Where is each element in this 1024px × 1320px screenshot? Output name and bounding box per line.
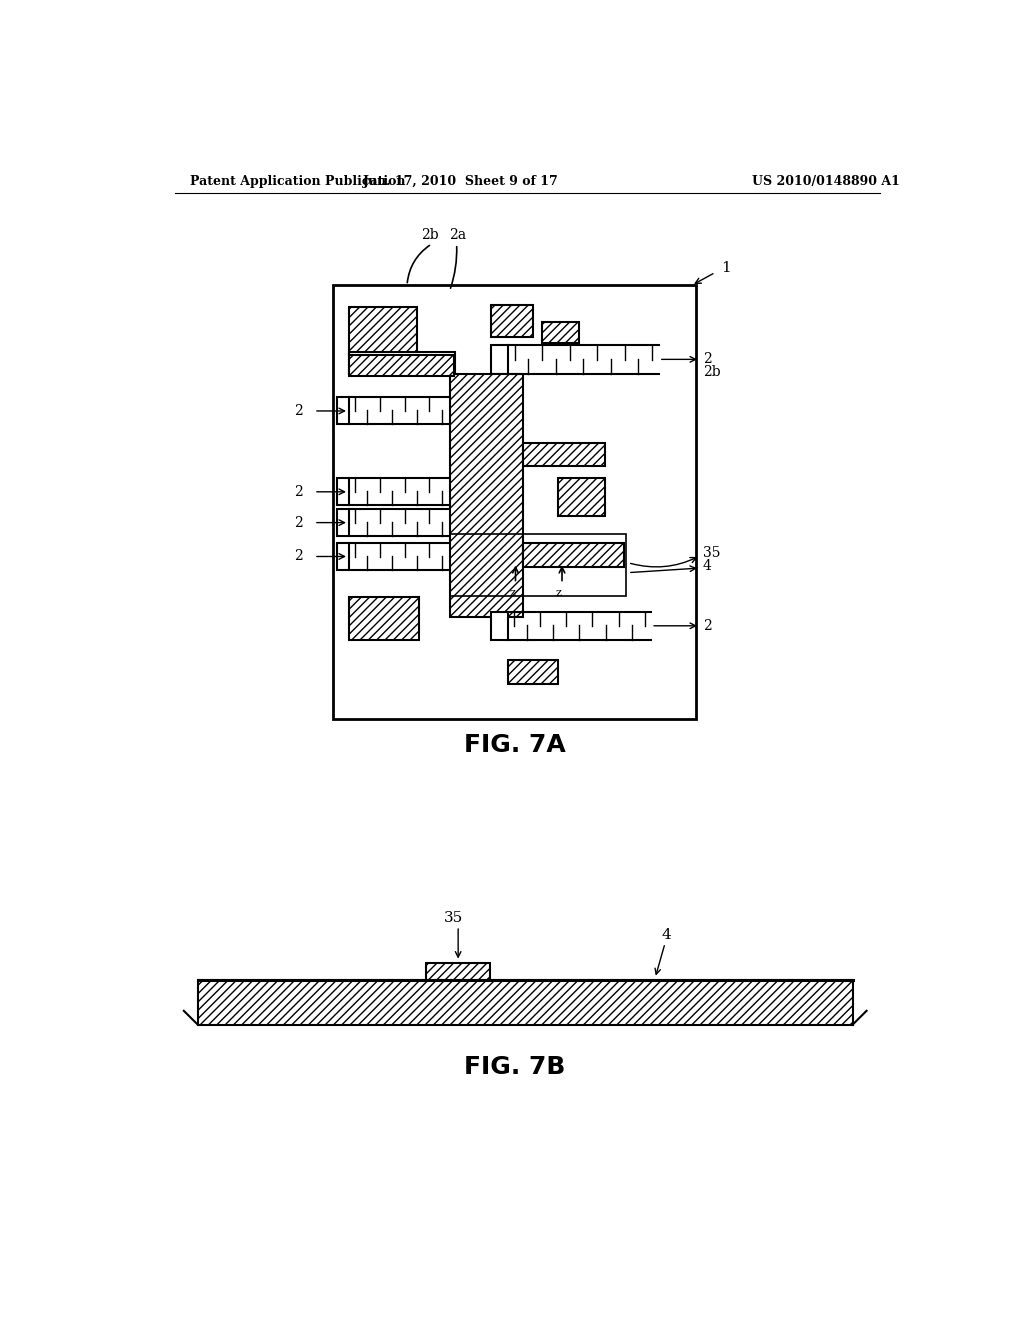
Bar (337, 478, 349, 506)
Bar (334, 285, 696, 719)
Bar (490, 612, 508, 640)
Text: z: z (556, 589, 562, 598)
Text: US 2010/0148890 A1: US 2010/0148890 A1 (752, 176, 899, 187)
Bar (337, 543, 349, 570)
Bar (508, 660, 558, 684)
Text: 4: 4 (703, 560, 712, 573)
Text: 2: 2 (703, 352, 712, 367)
Bar (558, 478, 604, 516)
Bar (198, 979, 853, 1024)
Bar (523, 444, 604, 466)
Bar (349, 597, 419, 640)
Text: 2: 2 (294, 404, 302, 418)
Bar (490, 305, 534, 337)
Text: 2: 2 (294, 549, 302, 564)
Text: 2b: 2b (703, 366, 721, 379)
Text: FIG. 7A: FIG. 7A (464, 733, 565, 758)
Text: FIG. 7B: FIG. 7B (464, 1055, 565, 1078)
Text: Jun. 17, 2010  Sheet 9 of 17: Jun. 17, 2010 Sheet 9 of 17 (364, 176, 559, 187)
Text: 2b: 2b (422, 228, 439, 243)
Bar (349, 355, 454, 376)
Bar (450, 535, 627, 595)
Text: z: z (509, 589, 515, 598)
Bar (349, 308, 417, 355)
Text: 1: 1 (721, 261, 731, 275)
Bar (450, 374, 523, 616)
Text: 35: 35 (703, 545, 721, 560)
Text: 2: 2 (703, 619, 712, 632)
Bar (490, 345, 508, 374)
Bar (523, 544, 624, 566)
Text: 35: 35 (443, 911, 463, 925)
Bar (542, 322, 579, 343)
Text: 2a: 2a (449, 228, 466, 243)
Bar (349, 352, 455, 374)
Bar (337, 508, 349, 536)
Text: 2: 2 (294, 516, 302, 529)
Text: Patent Application Publication: Patent Application Publication (190, 176, 406, 187)
Text: 4: 4 (662, 928, 672, 942)
Text: 2: 2 (294, 484, 302, 499)
Bar (337, 397, 349, 424)
Bar (426, 964, 489, 979)
